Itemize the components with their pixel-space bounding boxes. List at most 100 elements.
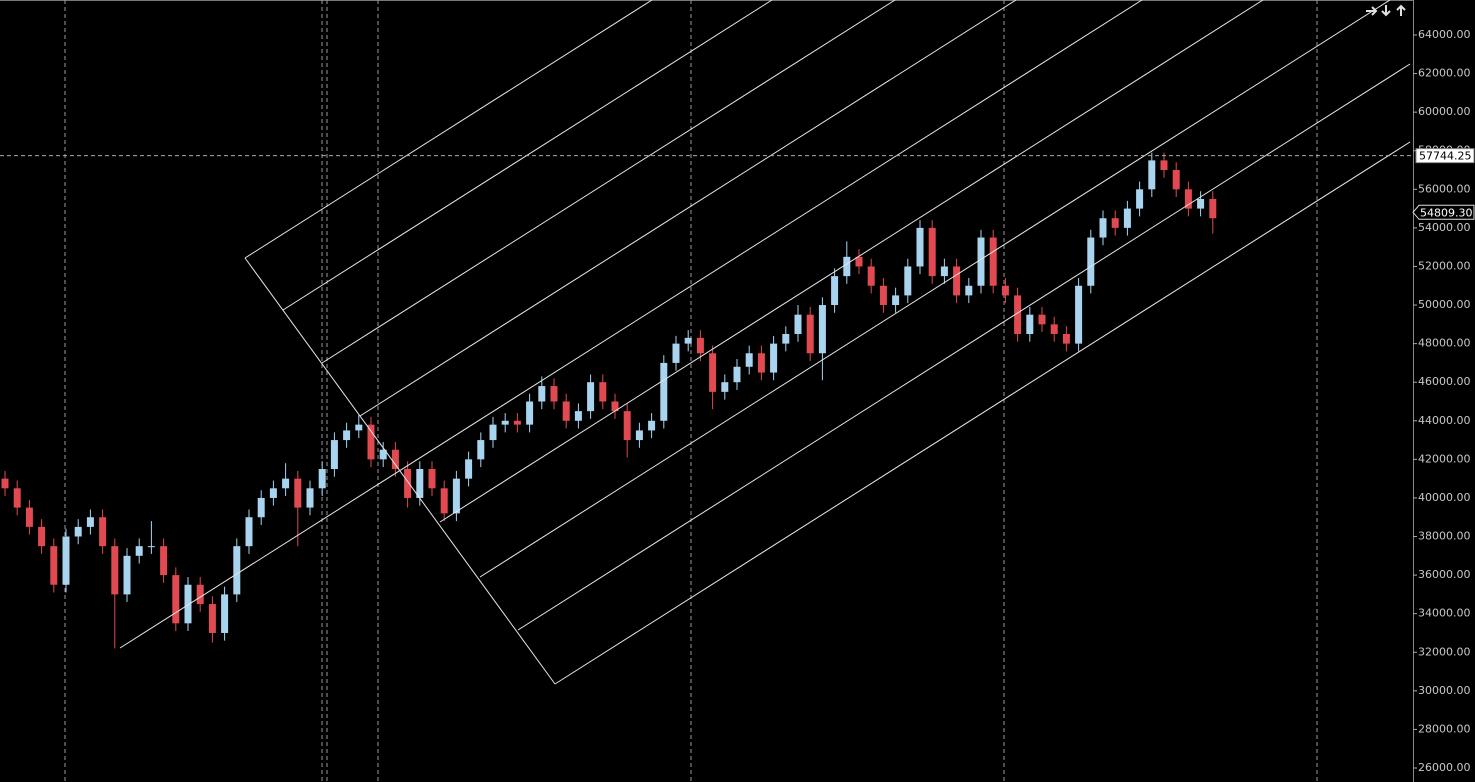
candle-body xyxy=(257,497,265,518)
y-tick-label: 50000.00 xyxy=(1418,298,1471,311)
y-tick-label: 62000.00 xyxy=(1418,67,1471,80)
candles xyxy=(1,152,1217,649)
candle-body xyxy=(574,411,582,421)
candle-body xyxy=(916,227,924,267)
candle-body xyxy=(953,266,961,296)
candle-body xyxy=(330,440,338,470)
candle-body xyxy=(1001,285,1009,296)
y-tick-label: 60000.00 xyxy=(1418,105,1471,118)
candle-body xyxy=(928,227,936,277)
candle-body xyxy=(135,546,143,556)
candle-body xyxy=(672,343,680,363)
candle-body xyxy=(379,449,387,460)
candle-body xyxy=(831,276,839,306)
fibonacci-channel xyxy=(119,0,1411,685)
candle-body xyxy=(123,555,131,595)
channel-line xyxy=(517,63,1411,631)
candle-body xyxy=(62,536,70,585)
candle-body xyxy=(1038,314,1046,325)
candle-body xyxy=(989,237,997,286)
last-price-label: 54809.30 xyxy=(1420,206,1473,219)
candle-body xyxy=(50,546,58,585)
candle-body xyxy=(843,256,851,277)
candle-body xyxy=(86,517,94,527)
y-tick-label: 26000.00 xyxy=(1418,761,1471,774)
y-tick-label: 42000.00 xyxy=(1418,452,1471,465)
candle-body xyxy=(416,469,424,498)
candle-body xyxy=(367,424,375,460)
candle-body xyxy=(733,366,741,383)
candle-body xyxy=(782,333,790,344)
candle-body xyxy=(196,584,204,605)
crosshair-label: 57744.25 xyxy=(1419,150,1472,163)
candle-body xyxy=(318,469,326,489)
candle-body xyxy=(550,386,558,402)
candle-body xyxy=(526,401,534,425)
scroll-up-button[interactable] xyxy=(1396,4,1406,16)
candle-body xyxy=(562,401,570,421)
y-tick-label: 56000.00 xyxy=(1418,182,1471,195)
candle-body xyxy=(855,256,863,267)
candle-body xyxy=(208,604,216,633)
candle-body xyxy=(452,478,460,514)
candle-body xyxy=(1172,170,1180,190)
scroll-down-button[interactable] xyxy=(1381,5,1391,17)
candle-body xyxy=(1075,285,1083,344)
candle-body xyxy=(1209,198,1217,219)
candle-body xyxy=(111,546,119,595)
candle-body xyxy=(709,353,717,392)
candle-body xyxy=(1123,208,1131,228)
candle-body xyxy=(465,459,473,479)
candle-body xyxy=(611,401,619,412)
candle-body xyxy=(501,420,509,425)
y-tick-label: 48000.00 xyxy=(1418,337,1471,350)
candle-body xyxy=(172,575,180,624)
candle-body xyxy=(282,478,290,489)
last-price-label-box xyxy=(1412,204,1475,220)
candle-body xyxy=(1111,218,1119,228)
y-tick-label: 36000.00 xyxy=(1418,568,1471,581)
candle-body xyxy=(355,424,363,431)
candle-body xyxy=(818,305,826,354)
candle-body xyxy=(660,362,668,421)
candle-body xyxy=(940,266,948,277)
y-tick-label: 52000.00 xyxy=(1418,259,1471,272)
price-axis-panel xyxy=(1413,0,1475,782)
channel-line xyxy=(554,141,1411,685)
y-tick-label: 40000.00 xyxy=(1418,491,1471,504)
scroll-right-button[interactable] xyxy=(1366,6,1378,16)
candle-body xyxy=(99,517,107,547)
channel-line xyxy=(321,0,896,364)
scroll-buttons[interactable] xyxy=(1366,4,1406,17)
candle-body xyxy=(428,469,436,489)
candle-body xyxy=(306,488,314,508)
y-tick-label: 54000.00 xyxy=(1418,221,1471,234)
channel-line xyxy=(479,0,1391,578)
candle-body xyxy=(147,546,155,548)
candle-body xyxy=(1148,160,1156,190)
candle-body xyxy=(184,584,192,624)
candle-body xyxy=(404,469,412,498)
candle-body xyxy=(440,488,448,514)
candle-body xyxy=(1026,314,1034,334)
candle-body xyxy=(233,546,241,595)
candle-body xyxy=(1050,324,1058,334)
candle-body xyxy=(538,386,546,402)
candle-body xyxy=(294,478,302,508)
candle-body xyxy=(1,478,9,489)
channel-line xyxy=(282,0,773,311)
candle-body xyxy=(904,266,912,296)
candle-body xyxy=(696,337,704,354)
candle-body xyxy=(160,546,168,576)
candle-body xyxy=(757,353,765,373)
crosshair-label-box xyxy=(1415,148,1475,164)
candle-body xyxy=(684,337,692,344)
candle-body xyxy=(1087,237,1095,286)
y-tick-label: 44000.00 xyxy=(1418,414,1471,427)
y-tick-label: 64000.00 xyxy=(1418,28,1471,41)
candle-body xyxy=(892,295,900,306)
y-tick-label: 46000.00 xyxy=(1418,375,1471,388)
candle-body xyxy=(489,424,497,441)
candle-body xyxy=(1099,218,1107,238)
